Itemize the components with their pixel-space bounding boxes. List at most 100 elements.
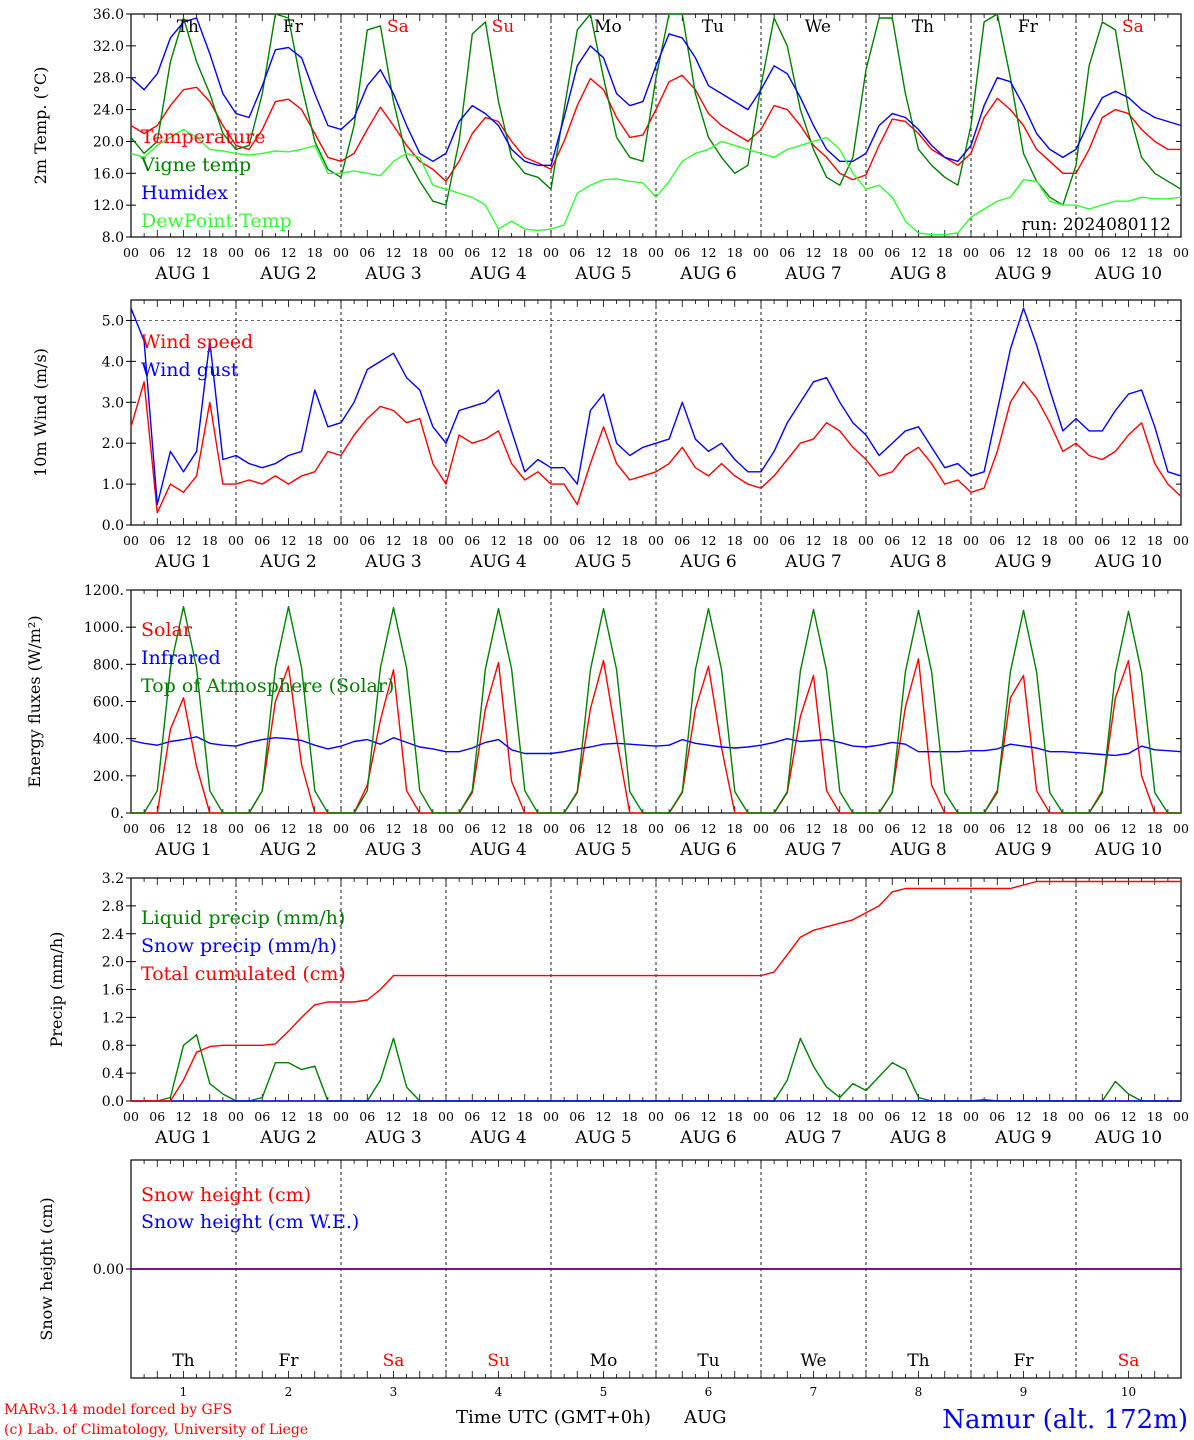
date-label: AUG 9	[994, 264, 1051, 284]
precip-panel: 0.0 0.4 0.8 1.2 1.6 2.0 2.4 2.8 3.2 Precip (mm/h)…	[47, 871, 1189, 1148]
hour-label: 12	[911, 821, 927, 836]
station-name: Namur (alt. 172m)	[942, 1405, 1188, 1435]
precip-y-axis-title: Precip (mm/h)	[47, 932, 66, 1048]
hour-label: 18	[1147, 1109, 1163, 1124]
energy-y-axis-title: Energy fluxes (W/m²)	[25, 615, 44, 787]
legend-entry: Snow height (cm W.E.)	[141, 1211, 359, 1233]
hour-label: 18	[202, 245, 218, 260]
hour-label: 12	[1121, 245, 1137, 260]
hour-label: 00	[963, 821, 979, 836]
hour-label: 00	[1173, 245, 1189, 260]
hour-label: 18	[307, 821, 323, 836]
weekday-label: Tu	[697, 1351, 719, 1371]
hour-label: 18	[202, 1109, 218, 1124]
hour-label: 00	[753, 821, 769, 836]
weekday-label: We	[805, 17, 831, 37]
series-line-vigne-temp	[130, 13, 1182, 206]
hour-label: 12	[281, 245, 297, 260]
weekday-label: Su	[492, 17, 515, 37]
hour-label: 12	[386, 245, 402, 260]
hour-label: 00	[228, 245, 244, 260]
y-tick-label: 8.0	[102, 230, 124, 246]
legend-entry: Snow precip (mm/h)	[141, 935, 337, 957]
date-label: AUG 2	[259, 1128, 316, 1148]
day-number: 2	[285, 1385, 293, 1399]
hour-label: 18	[622, 533, 638, 548]
hour-label: 06	[884, 245, 900, 260]
hour-label: 12	[911, 533, 927, 548]
hour-label: 12	[386, 1109, 402, 1124]
hour-label: 18	[202, 821, 218, 836]
y-tick-label: 200.	[93, 769, 124, 785]
date-label: AUG 7	[784, 1128, 841, 1148]
hour-label: 18	[1147, 821, 1163, 836]
hour-label: 18	[1147, 533, 1163, 548]
date-label: AUG 5	[574, 552, 631, 572]
hour-label: 18	[202, 533, 218, 548]
hour-label: 00	[333, 1109, 349, 1124]
y-tick-label: 2.0	[102, 955, 124, 971]
hour-label: 12	[176, 533, 192, 548]
date-label: AUG 9	[994, 840, 1051, 860]
hour-label: 06	[254, 1109, 270, 1124]
y-tick-label: 600.	[93, 695, 124, 711]
date-label: AUG 10	[1094, 264, 1162, 284]
date-label: AUG 1	[154, 840, 211, 860]
hour-label: 06	[674, 1109, 690, 1124]
date-label: AUG 9	[994, 1128, 1051, 1148]
y-tick-label: 28.0	[93, 71, 124, 87]
legend-entry: Top of Atmosphere (Solar)	[141, 675, 394, 697]
hour-label: 18	[412, 245, 428, 260]
hour-label: 00	[123, 533, 139, 548]
hour-label: 18	[1147, 245, 1163, 260]
hour-label: 12	[1121, 1109, 1137, 1124]
hour-label: 18	[1042, 821, 1058, 836]
hour-label: 00	[333, 821, 349, 836]
y-tick-label: 400.	[93, 732, 124, 748]
day-number: 3	[390, 1385, 398, 1399]
date-label: AUG 9	[994, 552, 1051, 572]
series-line-liquid-precip-mm-h-	[131, 1034, 1181, 1102]
date-label: AUG 5	[574, 1128, 631, 1148]
hour-label: 06	[569, 533, 585, 548]
hour-label: 06	[1094, 1109, 1110, 1124]
hour-label: 06	[254, 821, 270, 836]
hour-label: 06	[1094, 245, 1110, 260]
weekday-label: We	[800, 1351, 826, 1371]
series-line-wind-speed	[130, 381, 1182, 514]
hour-label: 18	[517, 1109, 533, 1124]
y-tick-label: 2.0	[102, 436, 124, 452]
date-label: AUG 6	[679, 552, 736, 572]
hour-label: 12	[386, 533, 402, 548]
hour-label: 00	[963, 245, 979, 260]
day-number: 4	[495, 1385, 503, 1399]
time-axis-label: Time UTC (GMT+0h)	[456, 1407, 651, 1428]
y-tick-label: 800.	[93, 657, 124, 673]
legend-entry: Liquid precip (mm/h)	[141, 907, 345, 929]
day-number: 8	[915, 1385, 923, 1399]
y-tick-label: 0.8	[102, 1038, 124, 1054]
hour-label: 06	[884, 533, 900, 548]
hour-label: 06	[1094, 533, 1110, 548]
hour-label: 18	[937, 245, 953, 260]
hour-label: 00	[1173, 1109, 1189, 1124]
hour-label: 18	[307, 1109, 323, 1124]
hour-label: 12	[491, 245, 507, 260]
hour-label: 00	[333, 245, 349, 260]
y-tick-label: 2.8	[102, 899, 124, 915]
hour-label: 18	[622, 1109, 638, 1124]
y-tick-label: 24.0	[93, 103, 124, 119]
y-tick-label: 4.0	[102, 354, 124, 370]
date-label: AUG 7	[784, 552, 841, 572]
date-label: AUG 4	[469, 840, 526, 860]
date-label: AUG 3	[364, 840, 421, 860]
hour-label: 06	[779, 821, 795, 836]
date-label: AUG 5	[574, 264, 631, 284]
y-tick-label: 1.2	[102, 1010, 124, 1026]
hour-label: 06	[884, 1109, 900, 1124]
hour-label: 06	[884, 821, 900, 836]
temperature-panel: 8.0 12.0 16.0 20.0 24.0 28.0 32.0 36.0 2m Temp. …	[31, 7, 1189, 284]
weekday-label: Fr	[1014, 1351, 1035, 1371]
hour-label: 06	[149, 1109, 165, 1124]
